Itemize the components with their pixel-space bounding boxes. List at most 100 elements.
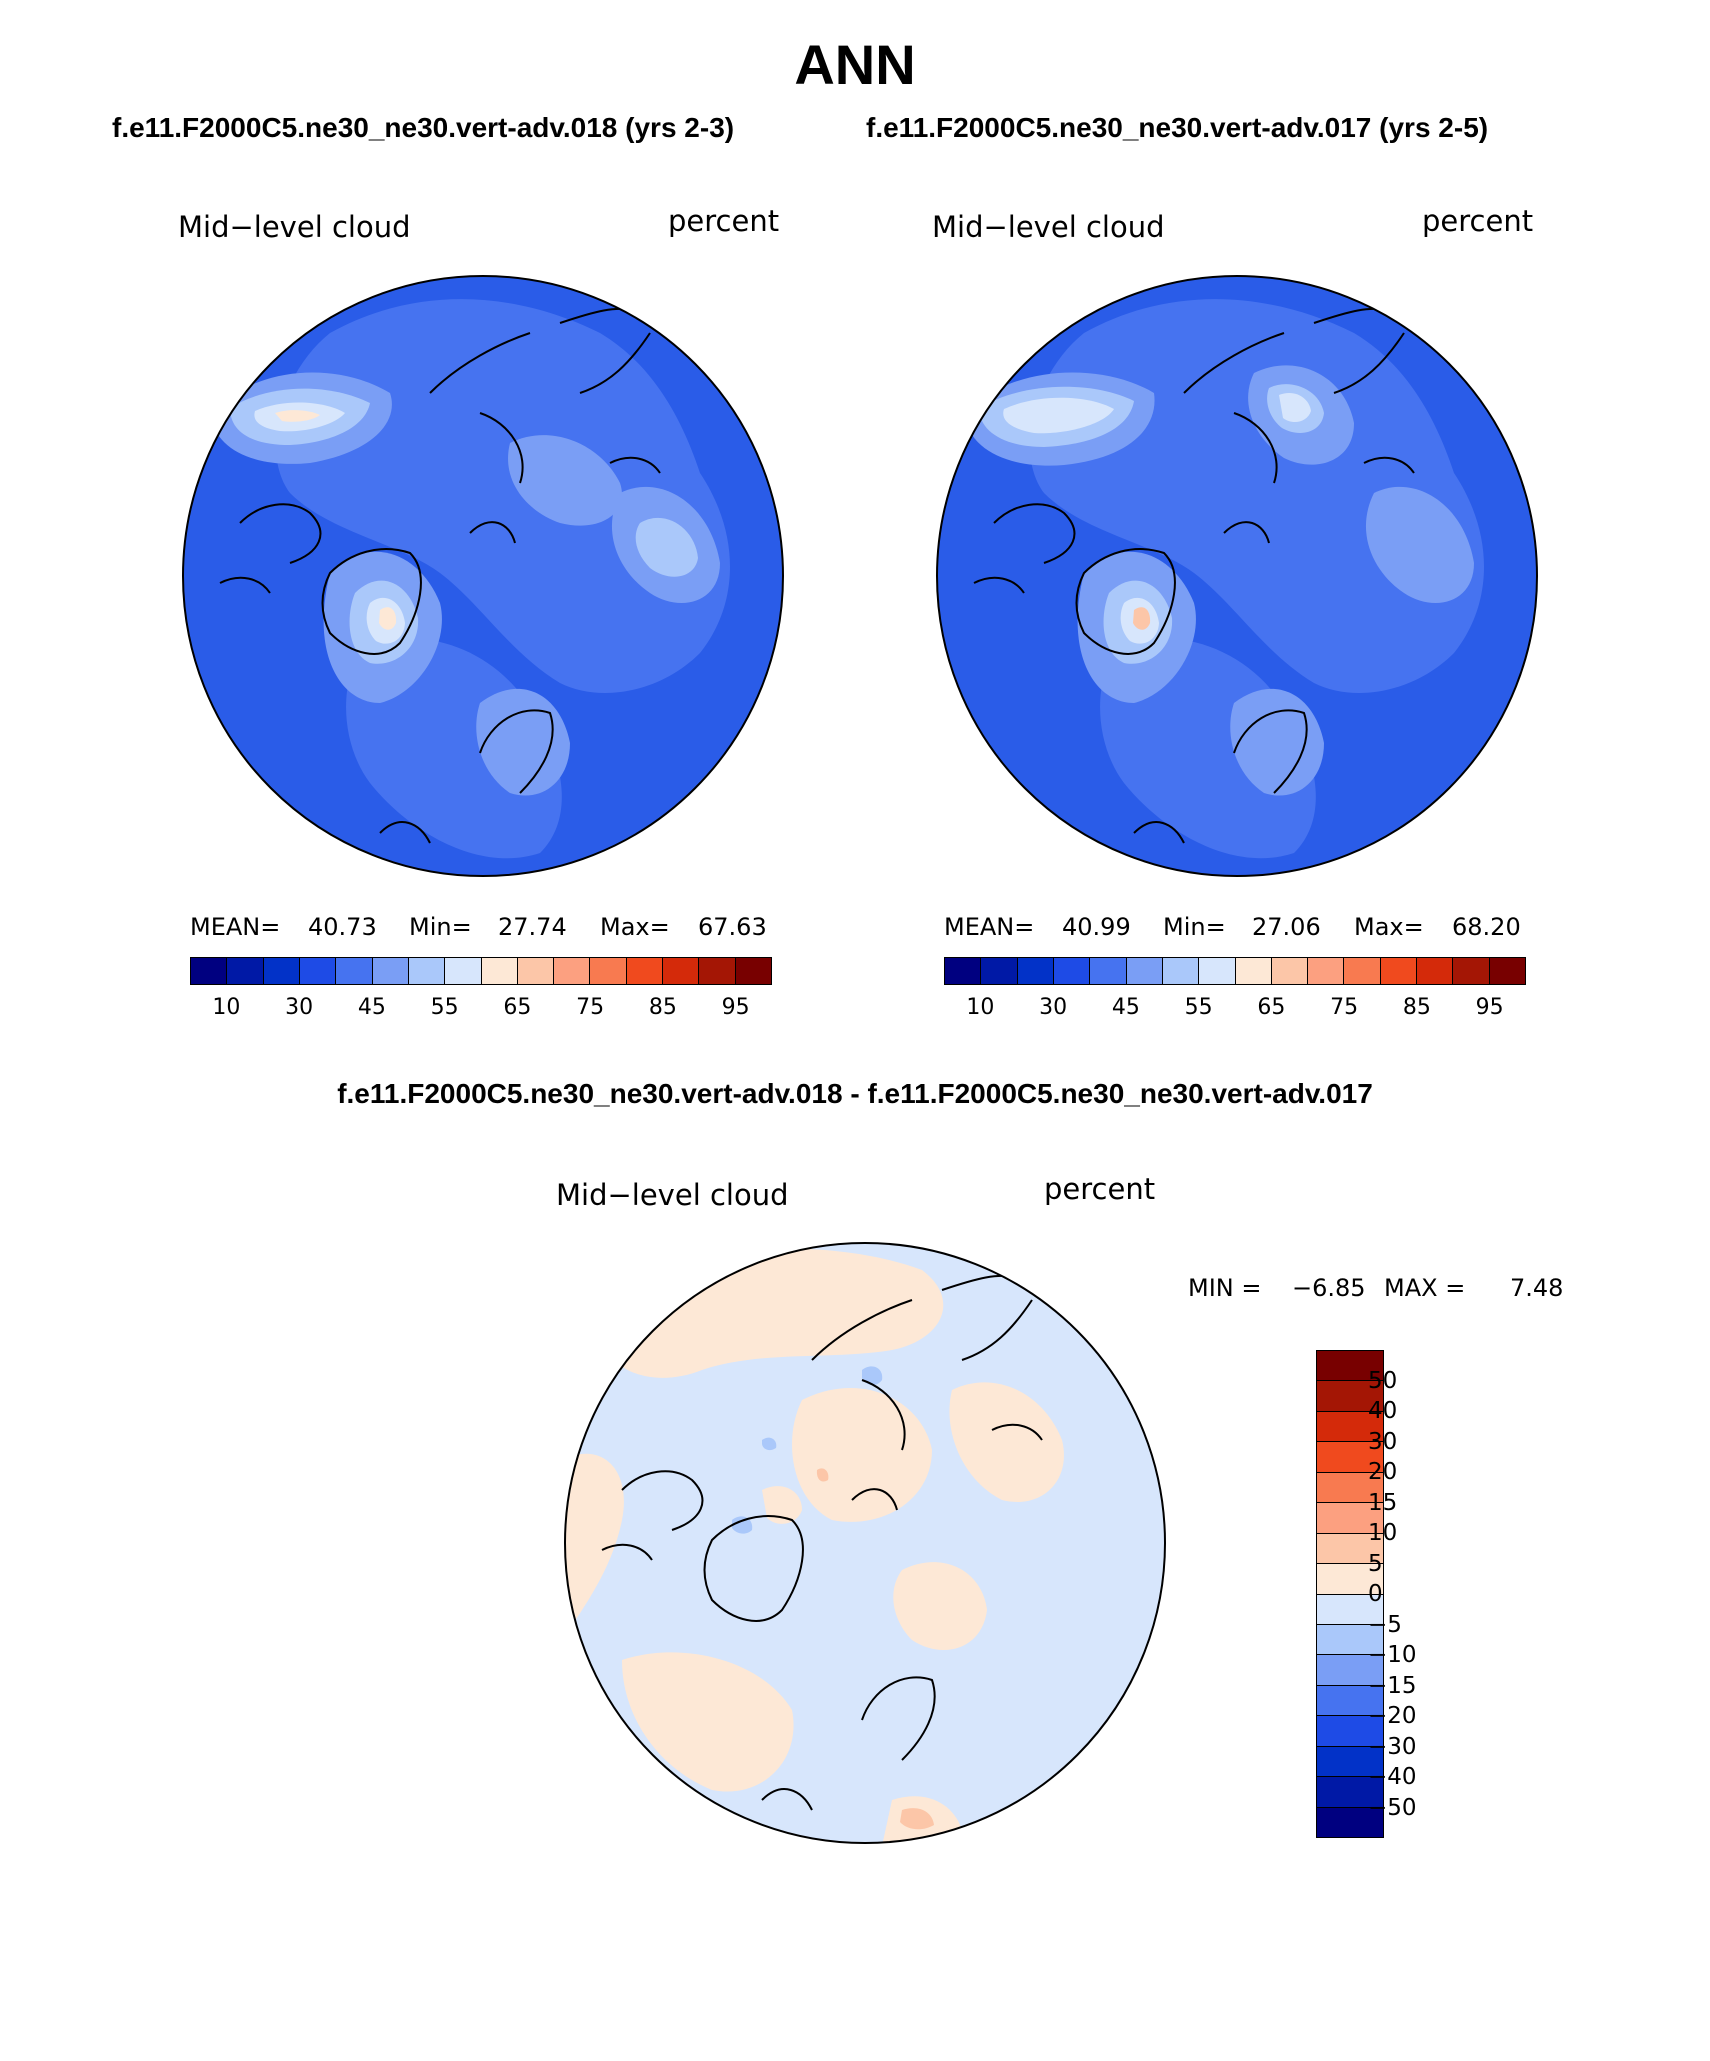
difference-colorbar-tick-label: −10 [1368, 1642, 1417, 1668]
panel-2-colorbar-swatch [1162, 958, 1200, 984]
panel-2-units-label: percent [1422, 204, 1534, 238]
panel-1-max-value: 67.63 [698, 913, 767, 941]
main-title: ANN [794, 33, 916, 96]
panel-2-mean-value: 40.99 [1062, 913, 1131, 941]
panel-1-colorbar-swatch [517, 958, 555, 984]
difference-colorbar-tick-label: 40 [1368, 1398, 1398, 1424]
panel-2-colorbar-tick-label: 30 [1039, 995, 1068, 1020]
difference-colorbar-tick-label: −50 [1368, 1794, 1417, 1821]
panel-1-colorbar-swatch [735, 958, 771, 984]
difference-colorbar-swatch [1317, 1564, 1383, 1595]
panel-1-polar-map [182, 275, 784, 877]
panel-2-colorbar-tick-label: 55 [1184, 995, 1213, 1020]
difference-colorbar-swatch [1317, 1655, 1383, 1686]
difference-colorbar-swatch [1317, 1746, 1383, 1778]
diff-map-warm-region-7 [762, 1486, 802, 1524]
diff-map-warmer-spot [900, 1808, 934, 1830]
difference-colorbar-swatch [1317, 1685, 1383, 1717]
panel-1-colorbar-swatch [263, 958, 300, 984]
panel-2-colorbar-swatch [1090, 958, 1127, 984]
panel-2-variable-label: Mid−level cloud [932, 210, 1165, 244]
panel-2-max-value: 68.20 [1452, 913, 1521, 941]
map-1-warm-spot-2 [379, 607, 397, 630]
panel-2-colorbar-swatch [1053, 958, 1091, 984]
difference-colorbar-swatch [1317, 1411, 1383, 1443]
panel-1-colorbar-swatch [663, 958, 700, 984]
panel-2-colorbar-tick-label: 75 [1330, 995, 1359, 1020]
panel-1-colorbar-swatch [372, 958, 409, 984]
map-1-warm-spot [275, 410, 320, 422]
panel-1-colorbar-swatch [445, 958, 482, 984]
diff-map-cool-spot [862, 1366, 883, 1386]
panel-2-colorbar-swatch [1126, 958, 1163, 984]
panel-1-colorbar-swatch [191, 958, 228, 984]
difference-colorbar-tick-label: −40 [1368, 1764, 1417, 1790]
panel-2-colorbar-swatch [1489, 958, 1525, 984]
panel-2-colorbar-swatch [1235, 958, 1272, 984]
map-2-light-region-4 [1365, 486, 1474, 603]
map-2-light-region-5 [1230, 688, 1324, 796]
difference-colorbar-tick-label: 30 [1368, 1428, 1398, 1455]
panel-1-colorbar-tick-label: 95 [721, 995, 750, 1020]
panel-2-colorbar-swatch [1017, 958, 1054, 984]
difference-colorbar-tick-label: 10 [1368, 1520, 1398, 1546]
difference-colorbar-swatch [1317, 1594, 1383, 1625]
panel-1-colorbar-tick-label: 65 [503, 995, 532, 1020]
difference-colorbar-tick-label: 15 [1368, 1489, 1398, 1516]
panel-1-colorbar-tick-label: 85 [648, 995, 677, 1020]
difference-units-label: percent [1044, 1172, 1156, 1206]
difference-max-value: 7.48 [1510, 1274, 1564, 1302]
diff-map-warm-region-6 [893, 1562, 987, 1650]
map-1-light-region-5 [476, 688, 570, 796]
panel-2-colorbar-tick-label: 85 [1402, 995, 1431, 1020]
panel-1-max-label: Max= [600, 913, 670, 941]
map-2-coastlines [973, 307, 1415, 844]
panel-1-mean-label: MEAN= [190, 913, 281, 941]
difference-colorbar-swatch [1317, 1503, 1383, 1534]
panel-1-colorbar-tick-label: 45 [357, 995, 386, 1020]
panel-1-colorbar-swatch [481, 958, 518, 984]
difference-colorbar-swatch [1317, 1624, 1383, 1656]
map-1-light-region-3 [508, 435, 622, 526]
difference-colorbar-tick-label: −20 [1368, 1703, 1417, 1729]
map-2-warm-spot [1133, 607, 1151, 630]
panel-1-colorbar-tick-label: 30 [285, 995, 314, 1020]
diff-map-warm-region-4 [949, 1382, 1064, 1502]
panel-2-polar-map [936, 275, 1538, 877]
panel-1-colorbar [190, 957, 772, 985]
difference-min-label: MIN = [1188, 1274, 1262, 1302]
difference-colorbar-swatch [1317, 1777, 1383, 1808]
panel-2-max-label: Max= [1354, 913, 1424, 941]
panel-1-colorbar-swatch [299, 958, 337, 984]
panel-1-variable-label: Mid−level cloud [178, 210, 411, 244]
difference-colorbar-tick-label: 20 [1368, 1459, 1398, 1485]
panel-1-colorbar-tick-label: 55 [430, 995, 459, 1020]
panel-1-min-value: 27.74 [498, 913, 567, 941]
panel-1-units-label: percent [668, 204, 780, 238]
difference-colorbar-tick-label: −30 [1368, 1733, 1417, 1760]
map-2-palest-region [1003, 397, 1114, 434]
difference-polar-map [564, 1242, 1166, 1844]
difference-colorbar-swatch [1317, 1381, 1383, 1412]
panel-2-colorbar-swatch [1308, 958, 1345, 984]
panel-2-colorbar-tick-label: 10 [966, 995, 995, 1020]
difference-colorbar-tick-label: −5 [1368, 1611, 1402, 1638]
diff-map-warm-region-2 [565, 1453, 624, 1640]
difference-colorbar-swatch [1317, 1807, 1383, 1837]
difference-colorbar-swatch [1317, 1533, 1383, 1565]
panel-2-colorbar-swatch [1271, 958, 1309, 984]
panel-2-colorbar-swatch [1380, 958, 1418, 984]
difference-title: f.e11.F2000C5.ne30_ne30.vert-adv.018 - f… [337, 1078, 1373, 1109]
panel-1-min-label: Min= [409, 913, 472, 941]
panel-1-colorbar-swatch [626, 958, 664, 984]
panel-1-colorbar-swatch [590, 958, 627, 984]
panel-2-colorbar-tick-label: 95 [1475, 995, 1504, 1020]
panel-1-colorbar-swatch [227, 958, 264, 984]
panel-1-colorbar-swatch [408, 958, 446, 984]
diff-map-warm-region-5 [622, 1652, 794, 1792]
panel-2-colorbar-swatch [945, 958, 982, 984]
panel-1-colorbar-swatch [699, 958, 736, 984]
panel-2-colorbar-swatch [1417, 958, 1454, 984]
difference-colorbar-tick-label: 0 [1368, 1581, 1383, 1607]
panel-1-colorbar-tick-label: 10 [212, 995, 241, 1020]
